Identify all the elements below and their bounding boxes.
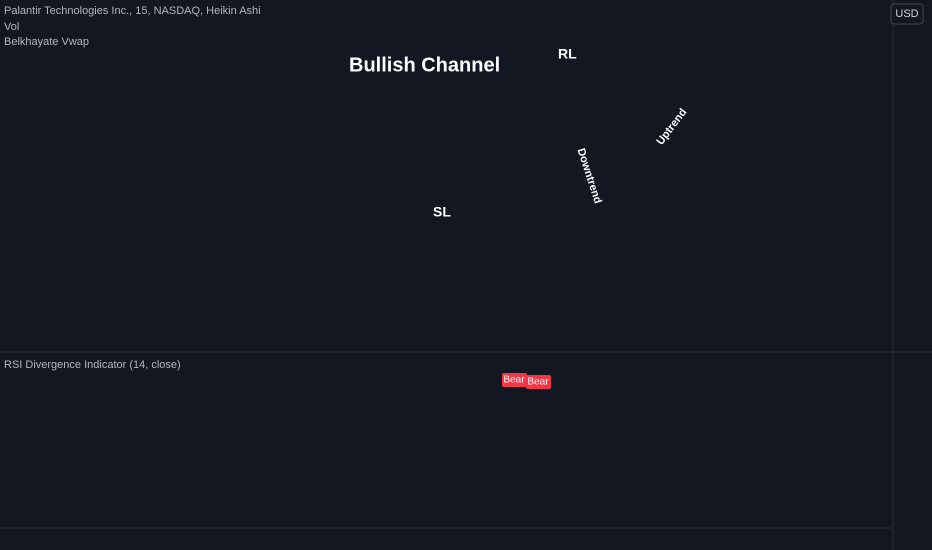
annotation: Bullish Channel [349,54,500,76]
currency-button[interactable] [890,3,924,25]
indicator: Belkhayate Vwap [4,36,89,48]
bear-label-box [502,373,527,387]
chart-title: Palantir Technologies Inc., 15, NASDAQ, … [4,5,261,17]
currency[interactable]: USD [895,8,918,20]
bear-label: Bear [527,377,549,388]
annotation: SL [433,204,451,220]
bear-label-box [526,375,551,389]
annotation: RL [558,46,577,62]
indicator: Vol [4,21,19,33]
bear-label: Bear [503,375,525,386]
rsi-title: RSI Divergence Indicator (14, close) [4,359,181,371]
